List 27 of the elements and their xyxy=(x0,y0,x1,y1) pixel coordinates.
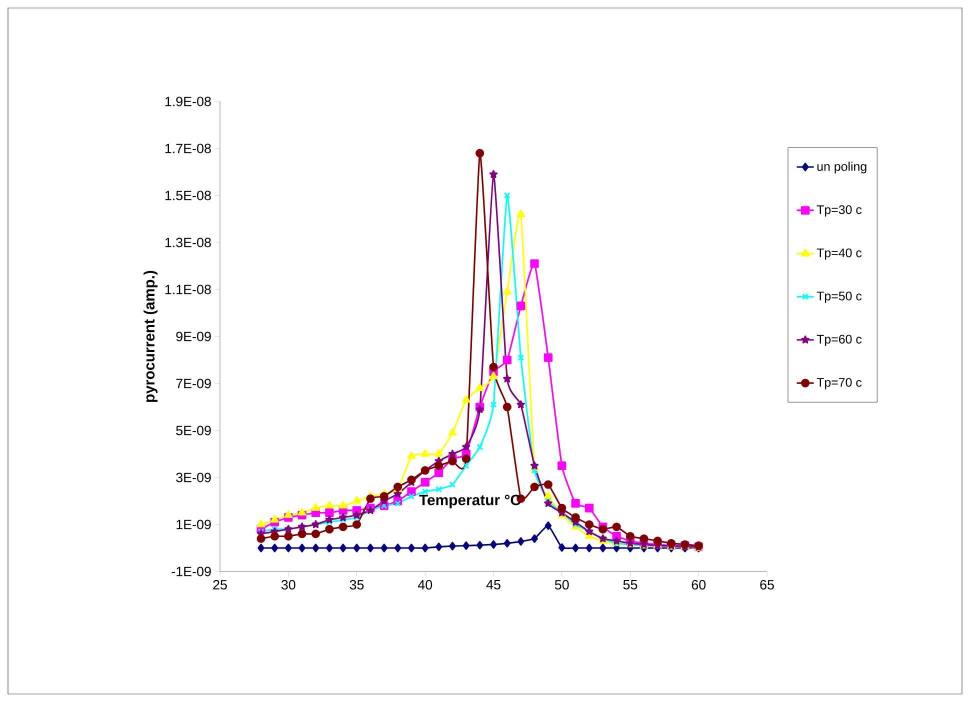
x-tick-label: 65 xyxy=(760,580,774,590)
x-tick-label: 50 xyxy=(554,580,569,590)
y-tick-label: 1.7E-08 xyxy=(165,144,211,154)
x-tick-label: 35 xyxy=(350,580,364,590)
x-tick-label: 30 xyxy=(281,580,296,590)
y-axis-title: pyrocurrent (amp.) xyxy=(144,270,158,402)
y-tick-label: 5E-09 xyxy=(176,426,211,436)
x-tick-label: 25 xyxy=(213,580,227,590)
legend-label: Tp=30 c xyxy=(816,205,862,217)
x-tick-label: 55 xyxy=(623,580,638,590)
legend-label: Tp=50 c xyxy=(816,292,862,303)
y-tick-label: 1.1E-08 xyxy=(165,284,211,294)
y-tick-label: -1E-09 xyxy=(172,566,211,576)
x-tick-label: 60 xyxy=(692,580,706,590)
y-tick-label: 1.9E-08 xyxy=(165,96,211,106)
y-tick-label: 1E-09 xyxy=(176,520,211,530)
legend-label: Tp=40 c xyxy=(816,248,862,260)
y-tick-label: 1.5E-08 xyxy=(165,190,211,200)
y-tick-label: 3E-09 xyxy=(176,472,211,482)
legend-label: Tp=70 c xyxy=(816,378,862,390)
x-tick-label: 40 xyxy=(418,580,432,590)
legend-label: un poling xyxy=(817,162,866,174)
y-tick-label: 9E-09 xyxy=(176,332,211,342)
x-tick-label: 45 xyxy=(486,580,500,590)
y-tick-label: 1.3E-08 xyxy=(165,238,211,248)
legend-label: Tp=60 c xyxy=(816,334,862,346)
y-tick-label: 7E-09 xyxy=(176,378,211,388)
